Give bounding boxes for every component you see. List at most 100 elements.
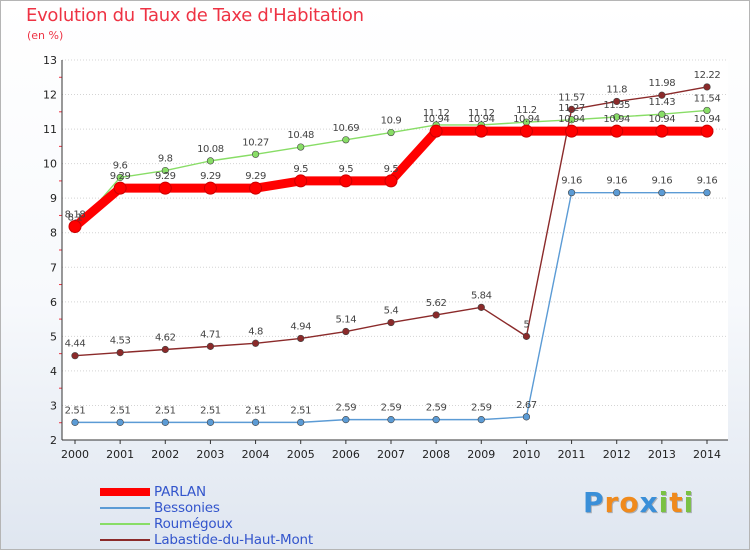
data-label: 11.12 — [423, 108, 450, 119]
logo-letter: o — [619, 486, 640, 519]
y-tick-label: 7 — [50, 261, 57, 274]
data-label: 2.59 — [471, 403, 492, 414]
line-chart: 2 3 4 5 6 7 8 9 10 11 12 13 2000 2001 2002 2003 2004 2005… — [43, 54, 728, 461]
y-tick-label: 9 — [50, 192, 57, 205]
logo-letter: i — [683, 486, 695, 519]
data-label: 2.59 — [426, 403, 447, 414]
data-label: 10.94 — [603, 114, 630, 125]
data-label: 2.67 — [516, 400, 537, 411]
data-label: 10.08 — [197, 144, 224, 155]
data-point — [342, 416, 350, 424]
data-point — [158, 181, 172, 195]
x-tick-label: 2001 — [106, 448, 134, 461]
data-point — [203, 181, 217, 195]
data-label: 9.6 — [113, 160, 128, 171]
data-label: 4.44 — [65, 339, 86, 350]
x-tick-label: 2003 — [196, 448, 224, 461]
data-point — [297, 143, 305, 151]
data-label: 10.94 — [694, 114, 721, 125]
y-tick-label: 10 — [43, 158, 57, 171]
y-tick-label: 4 — [50, 365, 57, 378]
x-tick-label: 2002 — [151, 448, 179, 461]
data-point — [522, 332, 531, 340]
data-label: 2.51 — [110, 405, 131, 416]
data-point — [703, 83, 711, 91]
data-label: 10.94 — [468, 114, 495, 125]
data-point — [68, 220, 82, 234]
y-tick-label: 6 — [50, 296, 57, 309]
data-point — [610, 124, 624, 138]
legend-swatch — [100, 539, 150, 541]
x-tick-label: 2009 — [467, 448, 495, 461]
data-point — [700, 124, 714, 138]
data-label: 9.16 — [606, 176, 627, 187]
legend-label: Roumégoux — [154, 516, 233, 532]
data-label: 10.48 — [287, 130, 314, 141]
data-label: 5.84 — [471, 290, 492, 301]
x-tick-label: 2011 — [558, 448, 586, 461]
y-tick-label: 2 — [50, 434, 57, 447]
data-point — [251, 150, 260, 158]
data-point — [432, 416, 440, 424]
data-point — [161, 418, 169, 426]
data-point — [297, 334, 305, 343]
logo-letter: x — [639, 486, 659, 519]
data-label: 11.8 — [606, 84, 627, 95]
data-point — [71, 418, 79, 426]
data-label: 10.9 — [381, 116, 402, 127]
logo-letter: t — [669, 486, 684, 519]
data-point — [567, 105, 576, 113]
data-point — [429, 124, 443, 138]
data-label: 10.27 — [242, 137, 269, 148]
data-label: 9.16 — [652, 176, 673, 187]
data-point — [251, 418, 260, 426]
data-label: 10.94 — [513, 114, 540, 125]
data-label: 11.2 — [516, 105, 537, 116]
x-tick-label: 2004 — [242, 448, 270, 461]
legend-label: Labastide-du-Haut-Mont — [154, 532, 313, 548]
data-label: 4.94 — [290, 321, 311, 332]
data-label: 5.62 — [426, 298, 447, 309]
data-point — [297, 418, 305, 426]
data-label: 4.53 — [110, 336, 131, 347]
x-tick-label: 2008 — [422, 448, 450, 461]
data-label: 9.5 — [293, 164, 308, 175]
data-label: 10.69 — [333, 123, 360, 134]
y-tick-label: 13 — [43, 54, 57, 67]
data-label: 9.16 — [697, 176, 718, 187]
data-label: 2.51 — [290, 405, 311, 416]
legend-label: PARLAN — [154, 484, 206, 500]
data-point — [658, 91, 666, 99]
data-point — [161, 345, 169, 354]
data-point — [567, 189, 576, 197]
logo-letter: i — [658, 486, 670, 519]
data-point — [522, 413, 531, 421]
data-label: 11.54 — [694, 93, 721, 104]
data-label: 9.29 — [200, 171, 221, 182]
data-label: 10.94 — [558, 114, 585, 125]
x-tick-label: 2005 — [287, 448, 315, 461]
data-point — [206, 157, 215, 165]
data-label: 11.27 — [558, 103, 585, 114]
data-label: 11.57 — [558, 92, 585, 103]
data-label: 9.5 — [384, 164, 399, 175]
x-tick-label: 2012 — [603, 448, 631, 461]
data-point — [703, 106, 711, 115]
data-label: 2.51 — [65, 405, 86, 416]
data-label: 9.8 — [158, 154, 173, 165]
data-point — [384, 174, 398, 188]
data-point — [206, 418, 215, 426]
plot-area — [62, 60, 728, 440]
data-point — [113, 181, 127, 195]
data-label: 5.14 — [336, 315, 357, 326]
y-tick-label: 11 — [43, 123, 57, 136]
data-label: 2.59 — [381, 403, 402, 414]
data-label: 2.51 — [245, 405, 266, 416]
data-point — [161, 166, 169, 175]
data-label: 8.1 — [68, 212, 83, 223]
data-label: 2.51 — [155, 405, 176, 416]
data-point — [387, 416, 395, 424]
chart-title: Evolution du Taux de Taxe d'Habitation — [26, 5, 364, 26]
data-point — [251, 339, 260, 347]
data-point — [206, 342, 215, 350]
